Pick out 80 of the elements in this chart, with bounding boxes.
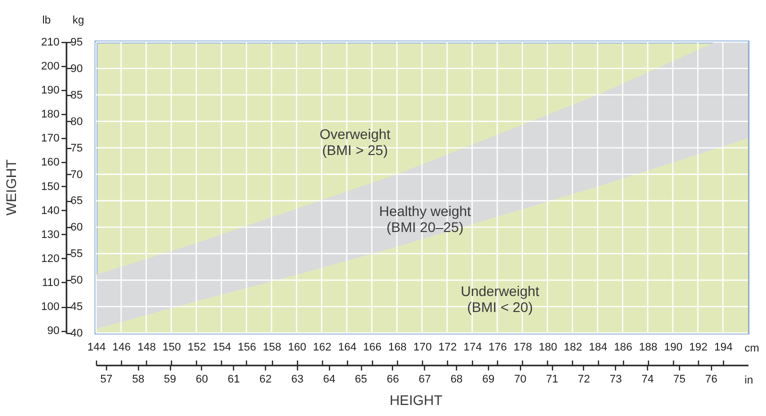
x-tick-label: 152 [188, 342, 206, 354]
y2-axis-title: lb [42, 14, 51, 26]
y2-tick-label: 100 [41, 301, 60, 314]
y2-tick-label: 110 [42, 276, 60, 289]
y2-tick-label: 170 [41, 132, 60, 145]
x-tick-label: 194 [714, 342, 733, 354]
x2-tick-label: 74 [641, 374, 654, 386]
x-tick-label: 180 [538, 342, 558, 354]
x2-tick-label: 65 [354, 374, 368, 386]
y-tick-label: 65 [70, 195, 83, 208]
y-tick-label: 60 [70, 222, 83, 234]
x-tick-label: 178 [514, 342, 532, 354]
y2-tick-label: 180 [41, 108, 60, 121]
annotation: Underweight (BMI < 20) [460, 283, 540, 315]
x-tick-label: 158 [262, 342, 282, 354]
x2-tick-label: 60 [196, 374, 208, 386]
x2-tick-label: 70 [514, 374, 526, 386]
x-tick-label: 188 [639, 342, 658, 354]
x2-tick-label: 59 [164, 374, 176, 386]
x2-tick-label: 69 [482, 374, 495, 386]
x-tick-label: 176 [488, 342, 507, 354]
x2-tick-label: 73 [610, 374, 622, 386]
x-tick-label: 166 [363, 342, 382, 354]
x2-tick-label: 72 [578, 374, 590, 386]
y2-tick-label: 120 [41, 252, 60, 265]
x-tick-label: 160 [288, 342, 306, 354]
x-tick-label: 170 [413, 342, 432, 354]
y-tick-label: 40 [70, 328, 83, 340]
x-tick-label: 154 [212, 342, 232, 354]
x2-tick-label: 63 [291, 374, 304, 386]
y-tick-label: 85 [70, 89, 83, 102]
text: HEIGHT [390, 392, 443, 408]
x2-tick-label: 61 [228, 374, 240, 386]
x2-tick-label: 58 [132, 374, 144, 386]
y-tick-label: 90 [70, 62, 83, 75]
x-tick-label: 144 [87, 342, 106, 354]
annotation: Overweight (BMI > 25) [320, 126, 391, 158]
x-tick-label: 164 [338, 342, 356, 354]
x-tick-label: 174 [463, 342, 482, 354]
x2-tick-label: 75 [673, 374, 686, 386]
y2-tick-label: 150 [41, 180, 60, 193]
x2-tick-label: 67 [418, 374, 431, 386]
y2-tick-label: 160 [41, 156, 60, 169]
y-tick-label: 80 [70, 116, 83, 128]
x2-tick-label: 71 [546, 374, 558, 386]
x-tick-label: 184 [588, 342, 608, 354]
x2-tick-label: 76 [705, 374, 718, 386]
x2-tick-label: 68 [450, 374, 463, 386]
y2-tick-label: 200 [41, 60, 60, 73]
y-tick-label: 75 [70, 142, 83, 154]
y2-tick-label: 90 [47, 325, 60, 338]
x2-axis-title: in [744, 374, 754, 386]
x-tick-label: 162 [313, 342, 332, 354]
x2-tick-label: 62 [259, 374, 272, 386]
x-tick-label: 156 [238, 342, 256, 354]
x2-tick-label: 66 [386, 374, 400, 386]
annotation: Healthy weight (BMI 20–25) [379, 203, 472, 235]
x-tick-label: 190 [664, 342, 682, 354]
y-tick-label: 55 [70, 248, 83, 260]
x2-tick-label: 57 [100, 374, 112, 386]
y-tick-label: 45 [70, 301, 83, 314]
x2-tick-label: 64 [323, 374, 336, 386]
x-tick-label: 168 [388, 342, 407, 354]
x-tick-label: 186 [614, 342, 632, 354]
y2-tick-label: 210 [41, 36, 60, 48]
y-tick-label: 70 [70, 168, 83, 181]
x-tick-label: 148 [137, 342, 156, 354]
x-tick-label: 146 [112, 342, 131, 354]
y2-tick-label: 190 [41, 84, 60, 97]
y-tick-label: 50 [70, 274, 83, 287]
x-tick-label: 182 [564, 342, 582, 354]
x-tick-label: 172 [438, 342, 457, 354]
x-tick-label: 150 [162, 342, 181, 354]
y-axis-title: kg [72, 14, 84, 26]
text: WEIGHT [3, 159, 19, 216]
x-tick-label: 192 [689, 342, 708, 354]
y2-tick-label: 140 [41, 204, 60, 217]
y2-tick-label: 130 [41, 228, 60, 241]
x-axis-title: cm [744, 342, 760, 354]
y-tick-label: 95 [70, 36, 83, 48]
